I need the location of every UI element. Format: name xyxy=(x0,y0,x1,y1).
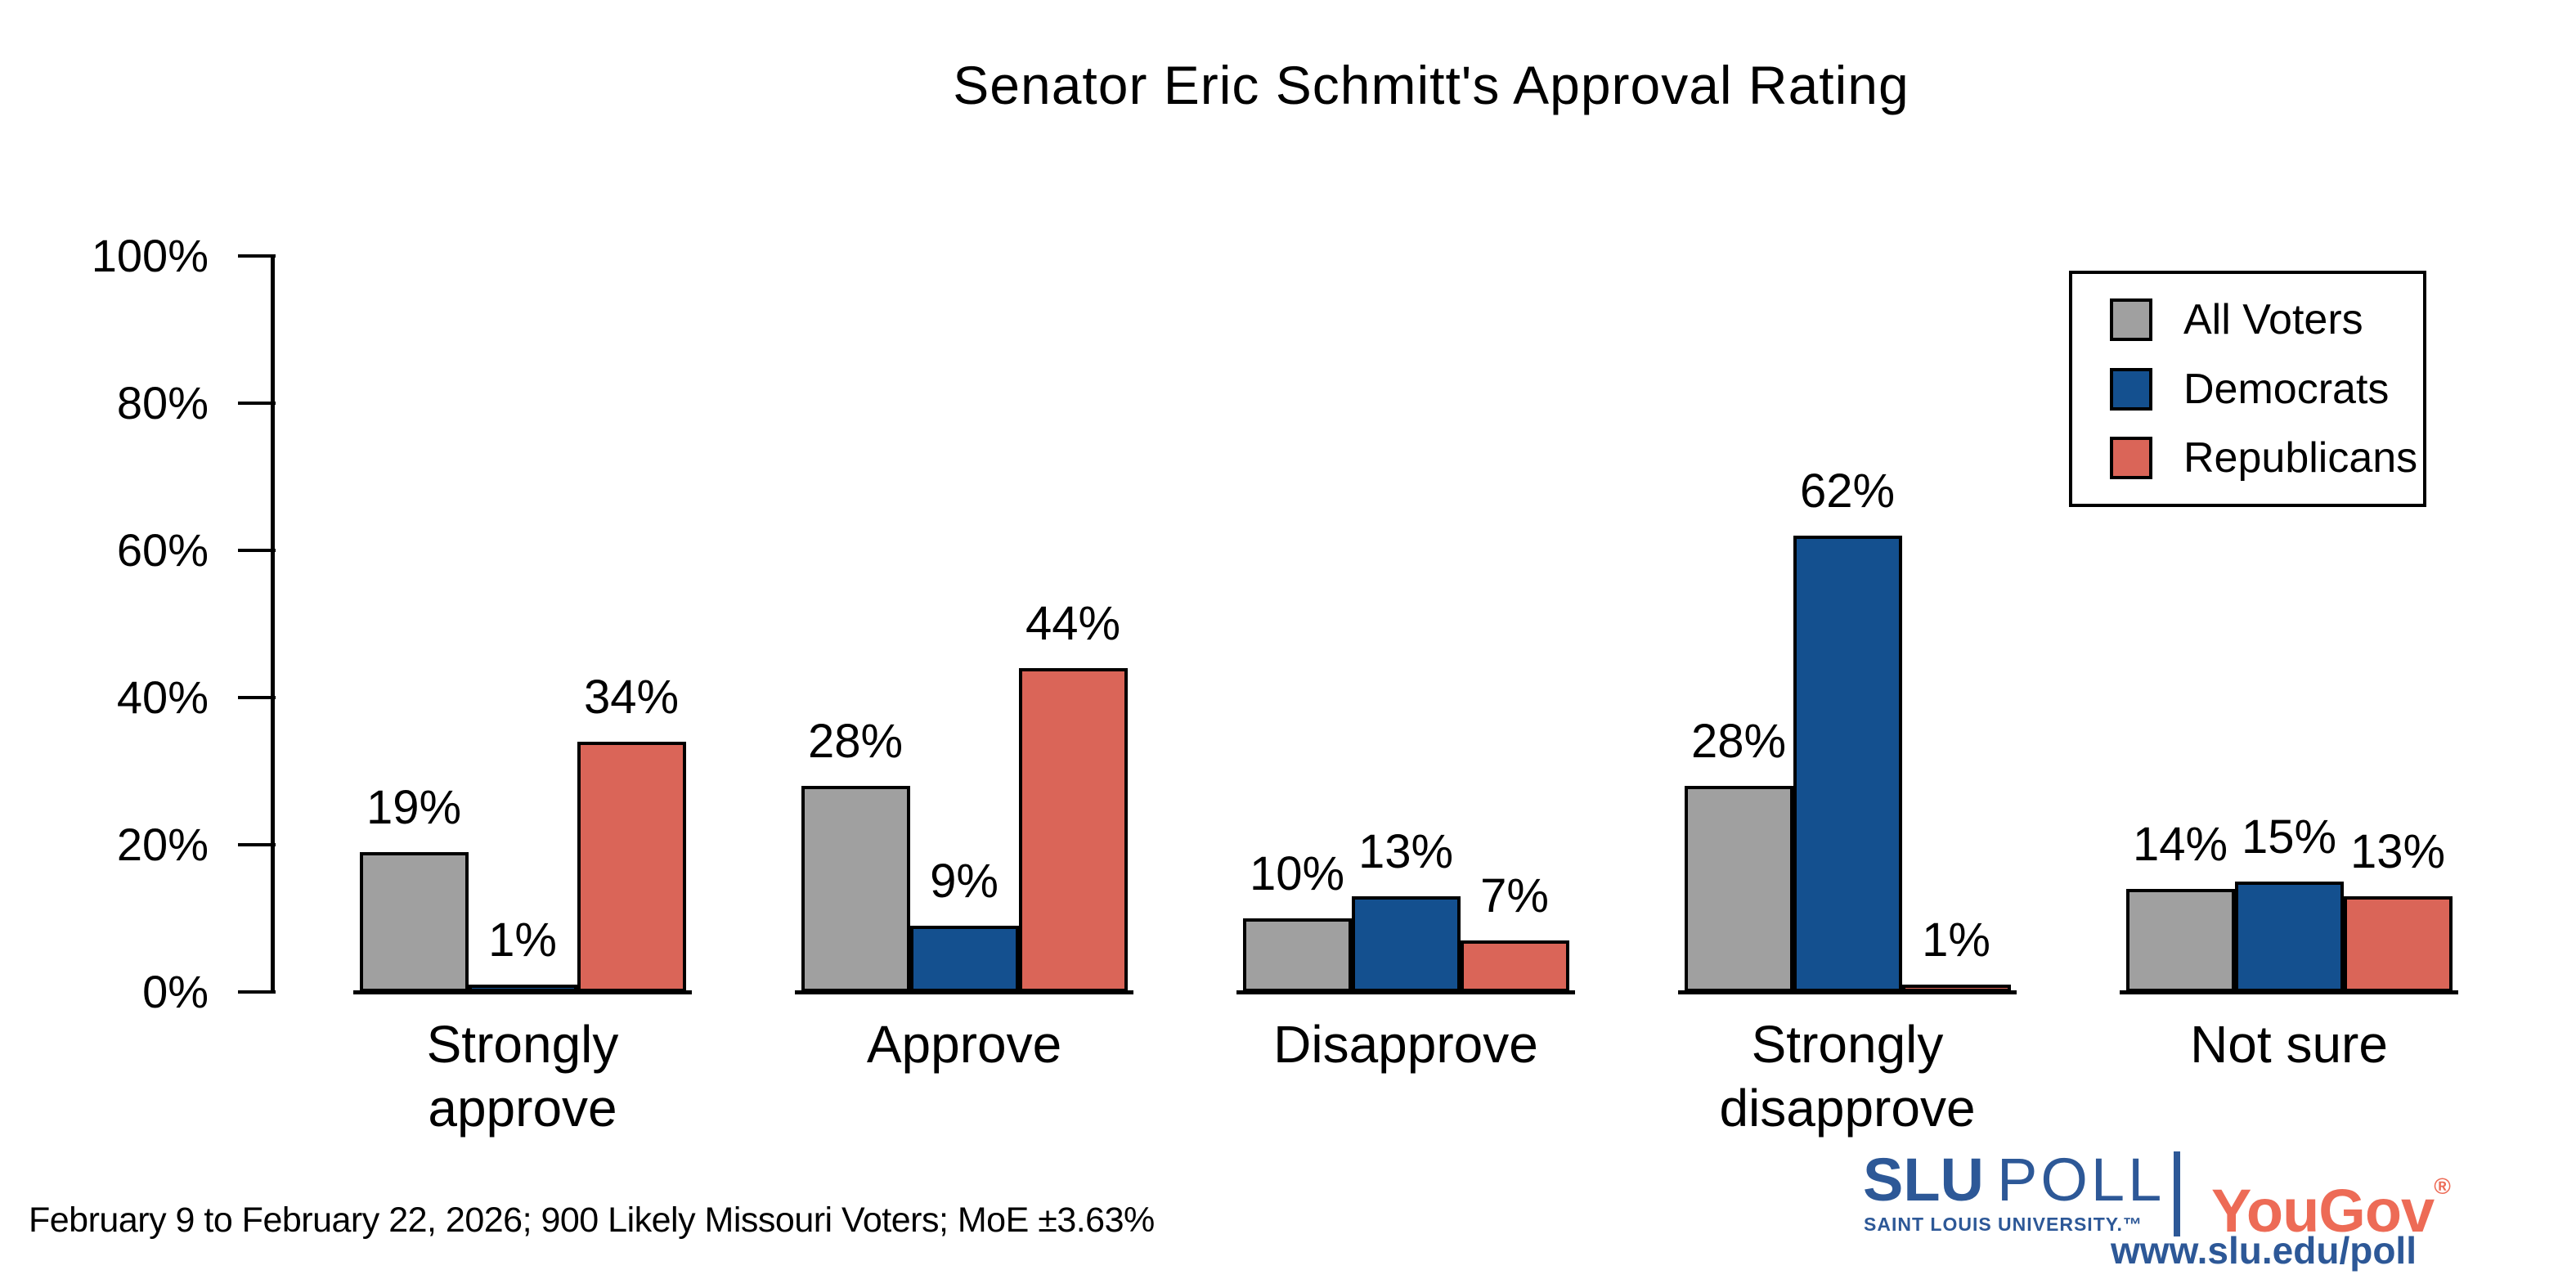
y-axis-tick xyxy=(238,843,276,846)
survey-caption: February 9 to February 22, 2026; 900 Lik… xyxy=(29,1200,1155,1240)
bar-value-label-republicans-1: 34% xyxy=(583,671,680,724)
legend-label: Republicans xyxy=(2183,433,2418,482)
bar-value-label-democrats-4: 62% xyxy=(1799,464,1896,518)
bar-value-label-all-voters-1: 19% xyxy=(366,781,462,834)
legend-box: All Voters Democrats Republicans xyxy=(2069,271,2426,507)
chart-title: Senator Eric Schmitt's Approval Rating xyxy=(953,55,1910,115)
bar-democrats-5 xyxy=(2234,882,2344,992)
bar-all-voters-2 xyxy=(801,786,910,992)
bar-value-label-republicans-2: 44% xyxy=(1025,597,1121,650)
y-axis-tick-label: 80% xyxy=(116,377,209,429)
y-axis-tick xyxy=(238,254,276,258)
poll-logo-text: POLL xyxy=(1997,1146,2165,1214)
x-axis-baseline xyxy=(1678,990,2017,994)
bar-democrats-3 xyxy=(1351,896,1461,992)
legend-rows: All Voters Democrats Republicans xyxy=(2072,274,2423,504)
slu-logo-text: SLU xyxy=(1863,1146,1984,1214)
x-axis-baseline xyxy=(2120,990,2458,994)
bar-value-label-all-voters-3: 10% xyxy=(1249,847,1345,900)
bar-value-label-democrats-1: 1% xyxy=(488,913,557,967)
legend-swatch-icon xyxy=(2110,298,2152,342)
bar-value-label-democrats-3: 13% xyxy=(1358,825,1454,878)
bar-republicans-3 xyxy=(1460,940,1569,992)
bar-democrats-4 xyxy=(1793,536,1902,992)
yougov-logo: YouGov® xyxy=(2211,1155,2451,1245)
x-axis-baseline xyxy=(795,990,1133,994)
bar-value-label-all-voters-5: 14% xyxy=(2132,818,2228,871)
y-axis-tick xyxy=(238,696,276,699)
bar-value-label-all-voters-2: 28% xyxy=(807,715,904,768)
category-label-5: Not sure xyxy=(2190,1015,2388,1074)
legend-label: Democrats xyxy=(2183,365,2390,413)
y-axis-tick-label: 100% xyxy=(91,230,209,281)
bar-all-voters-3 xyxy=(1242,918,1352,992)
bar-value-label-democrats-2: 9% xyxy=(930,855,999,908)
category-label-1: Strongly approve xyxy=(426,1015,619,1138)
bar-value-label-republicans-3: 7% xyxy=(1480,869,1549,922)
y-axis-tick xyxy=(238,990,276,994)
logo-divider xyxy=(2174,1151,2180,1236)
y-axis-tick-label: 0% xyxy=(142,966,209,1017)
legend-swatch-icon xyxy=(2110,436,2152,479)
x-axis-baseline xyxy=(353,990,692,994)
legend-item-all-voters: All Voters xyxy=(2110,297,2423,343)
bar-all-voters-5 xyxy=(2125,889,2235,992)
y-axis-line xyxy=(271,256,275,994)
bar-democrats-2 xyxy=(909,926,1019,992)
bar-value-label-republicans-4: 1% xyxy=(1922,913,1990,967)
yougov-logo-text: YouGov xyxy=(2211,1177,2435,1245)
slu-logo-subtitle: SAINT LOUIS UNIVERSITY.™ xyxy=(1864,1214,2143,1235)
legend-label: All Voters xyxy=(2183,296,2363,344)
bar-republicans-5 xyxy=(2343,896,2453,992)
y-axis-tick xyxy=(238,549,276,552)
bar-all-voters-4 xyxy=(1684,786,1793,992)
registered-mark-icon: ® xyxy=(2434,1174,2451,1199)
category-label-3: Disapprove xyxy=(1273,1015,1538,1074)
legend-swatch-icon xyxy=(2110,367,2152,411)
legend-item-republicans: Republicans xyxy=(2110,435,2423,481)
y-axis-tick xyxy=(238,402,276,405)
y-axis-tick-label: 20% xyxy=(116,819,209,870)
bar-republicans-2 xyxy=(1018,668,1128,992)
slu-poll-url: www.slu.edu/poll xyxy=(2111,1229,2417,1272)
bar-republicans-1 xyxy=(577,742,686,992)
slu-poll-logo: SLU POLL xyxy=(1863,1148,2165,1212)
legend-item-democrats: Democrats xyxy=(2110,366,2423,412)
bar-value-label-republicans-5: 13% xyxy=(2349,825,2446,878)
y-axis-tick-label: 60% xyxy=(116,524,209,576)
category-label-2: Approve xyxy=(866,1015,1062,1074)
y-axis-tick-label: 40% xyxy=(116,671,209,723)
x-axis-baseline xyxy=(1236,990,1575,994)
category-label-4: Strongly disapprove xyxy=(1719,1015,1976,1138)
bar-value-label-all-voters-4: 28% xyxy=(1690,715,1787,768)
bar-democrats-1 xyxy=(468,985,577,992)
bar-republicans-4 xyxy=(1901,985,2011,992)
bar-all-voters-1 xyxy=(359,852,469,992)
bar-value-label-democrats-5: 15% xyxy=(2241,810,2337,864)
